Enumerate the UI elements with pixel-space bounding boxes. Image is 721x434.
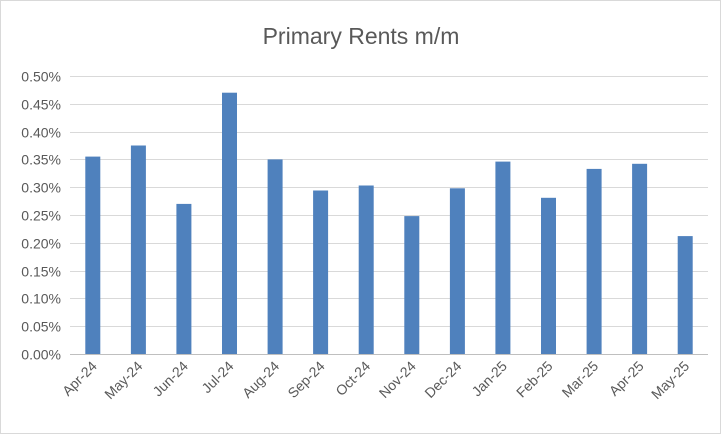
bar-mar-25 <box>586 168 602 354</box>
x-tick-label: Apr-25 <box>606 358 647 399</box>
y-tick-label: 0.35% <box>21 152 61 168</box>
y-tick-label: 0.45% <box>21 97 61 113</box>
x-tick-label: Aug-24 <box>239 358 282 401</box>
bar-nov-24 <box>404 216 420 354</box>
bar-apr-25 <box>632 163 648 354</box>
x-tick-label: Oct-24 <box>332 358 373 399</box>
x-tick-label: Apr-24 <box>59 358 100 399</box>
y-tick-label: 0.20% <box>21 236 61 252</box>
x-tick-label: Nov-24 <box>376 358 419 401</box>
bar-sep-24 <box>313 190 329 354</box>
bar-feb-25 <box>541 197 556 354</box>
x-tick-label: Sep-24 <box>284 358 327 401</box>
bar-oct-24 <box>358 185 374 354</box>
y-tick-label: 0.40% <box>21 125 61 141</box>
y-tick-label: 0.05% <box>21 319 61 335</box>
y-tick-label: 0.00% <box>21 347 61 363</box>
bar-aug-24 <box>267 159 283 354</box>
y-tick-label: 0.10% <box>21 291 61 307</box>
bar-jul-24 <box>222 92 237 354</box>
bars <box>85 92 693 354</box>
y-axis-tick-labels: 0.00% 0.05% 0.10% 0.15% 0.20% 0.25% 0.30% 0.35%… <box>21 69 61 363</box>
y-tick-label: 0.30% <box>21 180 61 196</box>
x-tick-label: Jan-25 <box>468 358 510 400</box>
bar-may-25 <box>677 236 693 354</box>
bar-dec-24 <box>449 188 465 354</box>
chart-title: Primary Rents m/m <box>263 23 460 49</box>
bar-apr-24 <box>85 156 101 354</box>
bar-may-24 <box>130 145 146 354</box>
x-tick-label: Jun-24 <box>149 358 191 400</box>
gridlines <box>70 76 708 327</box>
x-tick-label: Jul-24 <box>198 358 236 396</box>
x-tick-label: Dec-24 <box>421 358 464 401</box>
x-axis-tick-labels: Apr-24 May-24 Jun-24 Jul-24 Aug-24 Sep-24 Oct-… <box>59 358 693 402</box>
y-tick-label: 0.15% <box>21 264 61 280</box>
x-tick-label: Mar-25 <box>559 358 602 401</box>
bar-jan-25 <box>495 161 511 354</box>
x-tick-label: May-25 <box>648 358 692 402</box>
y-tick-label: 0.50% <box>21 69 61 85</box>
y-tick-label: 0.25% <box>21 208 61 224</box>
x-tick-label: Feb-25 <box>513 358 556 401</box>
x-tick-label: May-24 <box>101 358 145 402</box>
bar-jun-24 <box>176 203 192 354</box>
